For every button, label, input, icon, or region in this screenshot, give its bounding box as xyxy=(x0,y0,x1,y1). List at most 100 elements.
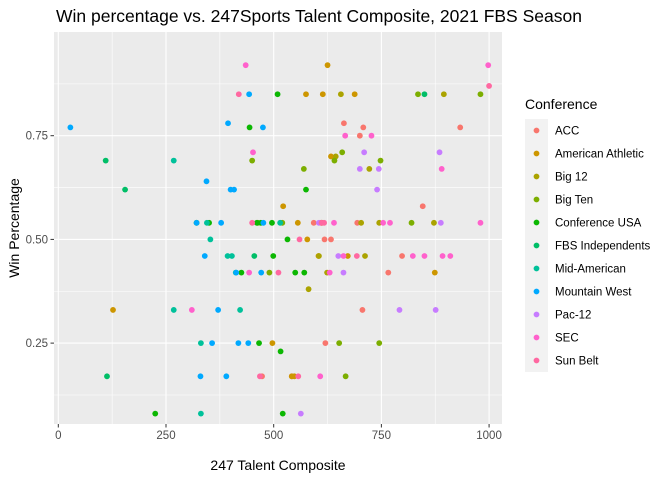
legend-title: Conference xyxy=(525,96,598,112)
point-conference-usa xyxy=(274,91,281,98)
point-sec xyxy=(340,253,347,259)
point-mountain-west xyxy=(225,120,231,127)
point-fbs-independents xyxy=(421,91,428,98)
point-mid-american xyxy=(197,340,204,347)
legend-label-acc: ACC xyxy=(555,126,579,138)
point-sec xyxy=(477,219,484,226)
point-conference-usa xyxy=(152,410,159,417)
point-mountain-west xyxy=(197,373,204,380)
legend-label-conference-usa: Conference USA xyxy=(555,218,642,230)
legend-marker-acc xyxy=(533,127,540,134)
point-conference-usa xyxy=(269,219,275,226)
point-sec xyxy=(250,149,256,156)
point-mid-american xyxy=(204,219,210,226)
point-sec xyxy=(447,253,454,259)
point-sun-belt xyxy=(275,269,282,276)
point-mountain-west xyxy=(201,253,208,259)
data-points xyxy=(67,62,492,417)
point-conference-usa xyxy=(238,269,245,276)
point-sec xyxy=(342,132,349,139)
point-acc xyxy=(399,253,405,259)
point-american-athletic xyxy=(319,91,326,98)
point-mid-american xyxy=(224,253,231,259)
point-acc xyxy=(385,269,392,276)
point-sun-belt xyxy=(353,253,360,259)
point-american-athletic xyxy=(324,62,331,69)
point-fbs-independents xyxy=(251,253,258,259)
point-conference-usa xyxy=(246,124,253,131)
plot-panel xyxy=(54,32,502,424)
point-american-athletic xyxy=(351,91,358,98)
point-pac-12 xyxy=(432,307,439,313)
point-conference-usa xyxy=(270,253,277,259)
point-american-athletic xyxy=(288,373,295,380)
x-tick-label: 750 xyxy=(372,430,391,442)
point-acc xyxy=(356,132,363,139)
point-mountain-west xyxy=(209,340,215,347)
point-sun-belt xyxy=(296,236,303,243)
point-big-12 xyxy=(316,253,322,259)
point-big-ten xyxy=(331,157,338,164)
point-big-12 xyxy=(366,165,373,172)
point-mountain-west xyxy=(260,124,266,131)
point-american-athletic xyxy=(304,236,311,243)
point-sec xyxy=(331,219,337,226)
point-pac-12 xyxy=(396,307,403,313)
y-tick-label: 0.75 xyxy=(26,131,48,143)
point-american-athletic xyxy=(269,340,276,347)
point-mountain-west xyxy=(258,269,265,276)
point-acc xyxy=(310,219,317,226)
point-sec xyxy=(188,307,195,313)
point-mountain-west xyxy=(233,269,240,276)
point-american-athletic xyxy=(328,153,334,160)
point-mountain-west xyxy=(235,340,242,347)
point-mountain-west xyxy=(245,340,252,347)
point-fbs-independents xyxy=(104,373,110,380)
legend-label-big-12: Big 12 xyxy=(555,172,588,184)
x-axis: 0 250 500 750 1000 xyxy=(55,424,502,442)
point-sec xyxy=(246,269,253,276)
point-sec xyxy=(380,219,387,226)
point-mid-american xyxy=(229,253,235,259)
point-mid-american xyxy=(170,307,177,313)
point-big-12 xyxy=(362,253,368,259)
x-tick-label: 0 xyxy=(55,430,61,442)
point-acc xyxy=(457,124,464,131)
y-axis: 0.25 0.50 0.75 xyxy=(26,131,54,350)
point-big-ten xyxy=(266,269,273,276)
legend-label-big-ten: Big Ten xyxy=(555,195,593,207)
legend-label-mid-american: Mid-American xyxy=(555,264,626,276)
point-pac-12 xyxy=(437,219,444,226)
point-big-12 xyxy=(337,91,344,98)
point-sec xyxy=(368,132,375,139)
point-big-12 xyxy=(431,219,437,226)
point-mountain-west xyxy=(193,219,200,226)
legend-marker-conference-usa xyxy=(533,219,540,226)
point-fbs-independents xyxy=(122,186,128,193)
legend-marker-fbs-independents xyxy=(533,242,540,249)
point-sun-belt xyxy=(486,83,492,89)
legend-marker-sec xyxy=(533,334,540,341)
point-pac-12 xyxy=(374,186,380,193)
point-sec xyxy=(421,253,428,259)
y-tick-label: 0.50 xyxy=(26,234,48,246)
point-fbs-independents xyxy=(102,157,109,164)
point-sun-belt xyxy=(321,219,327,226)
point-sec xyxy=(326,269,333,276)
point-american-athletic xyxy=(431,269,438,276)
point-mountain-west xyxy=(260,219,267,226)
x-tick-label: 250 xyxy=(156,430,175,442)
point-mid-american xyxy=(277,219,284,226)
point-acc xyxy=(328,236,334,243)
point-conference-usa xyxy=(292,269,299,276)
point-sec xyxy=(242,62,249,69)
minor-gridlines xyxy=(54,32,502,424)
point-big-ten xyxy=(336,340,343,347)
legend-label-mountain-west: Mountain West xyxy=(555,287,632,299)
point-big-12 xyxy=(440,91,447,98)
point-sun-belt xyxy=(249,219,256,226)
point-acc xyxy=(359,307,366,313)
legend-label-american-athletic: American Athletic xyxy=(555,149,644,161)
legend-marker-mountain-west xyxy=(533,288,540,295)
